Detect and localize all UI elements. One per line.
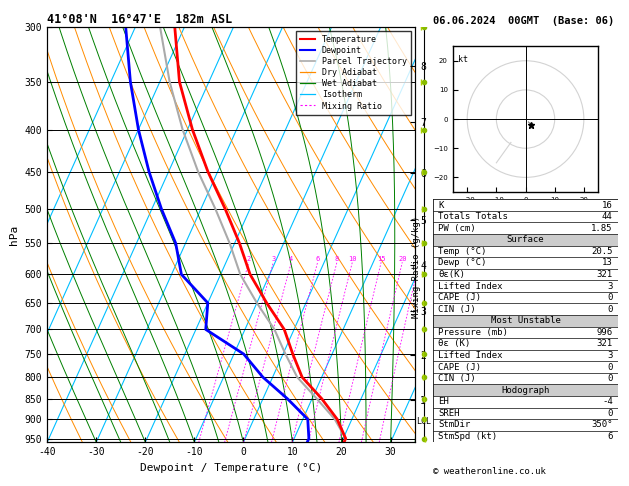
Bar xyxy=(433,431,618,442)
Bar xyxy=(433,350,618,361)
Text: 6: 6 xyxy=(608,432,613,441)
Text: CIN (J): CIN (J) xyxy=(438,305,476,313)
Text: Surface: Surface xyxy=(507,235,544,244)
Text: PW (cm): PW (cm) xyxy=(438,224,476,233)
Text: 8: 8 xyxy=(335,256,339,262)
Bar xyxy=(433,396,618,408)
Text: θε(K): θε(K) xyxy=(438,270,465,279)
Text: K: K xyxy=(438,201,443,209)
Bar xyxy=(433,327,618,338)
Text: -4: -4 xyxy=(602,397,613,406)
Text: CAPE (J): CAPE (J) xyxy=(438,293,481,302)
Bar xyxy=(433,384,618,396)
Bar xyxy=(433,408,618,419)
Y-axis label: hPa: hPa xyxy=(9,225,19,244)
Text: 41°08'N  16°47'E  182m ASL: 41°08'N 16°47'E 182m ASL xyxy=(47,13,233,26)
Text: Most Unstable: Most Unstable xyxy=(491,316,560,325)
Bar xyxy=(433,315,618,327)
Text: 3: 3 xyxy=(271,256,276,262)
Text: Pressure (mb): Pressure (mb) xyxy=(438,328,508,337)
Text: θε (K): θε (K) xyxy=(438,339,470,348)
Text: 321: 321 xyxy=(597,270,613,279)
Text: 10: 10 xyxy=(348,256,357,262)
Text: 0: 0 xyxy=(608,363,613,371)
Text: kt: kt xyxy=(459,55,469,64)
Text: 20.5: 20.5 xyxy=(591,247,613,256)
Text: CAPE (J): CAPE (J) xyxy=(438,363,481,371)
Text: StmDir: StmDir xyxy=(438,420,470,430)
Bar xyxy=(433,234,618,245)
Text: 996: 996 xyxy=(597,328,613,337)
Bar xyxy=(433,223,618,234)
Text: SREH: SREH xyxy=(438,409,460,418)
Bar xyxy=(433,361,618,373)
Bar xyxy=(433,257,618,269)
Bar xyxy=(433,245,618,257)
Bar xyxy=(433,373,618,384)
Text: 350°: 350° xyxy=(591,420,613,430)
Text: 16: 16 xyxy=(602,201,613,209)
Text: 15: 15 xyxy=(377,256,386,262)
Text: 3: 3 xyxy=(608,351,613,360)
Text: 4: 4 xyxy=(289,256,293,262)
Text: 44: 44 xyxy=(602,212,613,221)
Text: 0: 0 xyxy=(608,305,613,313)
Bar xyxy=(433,303,618,315)
X-axis label: Dewpoint / Temperature (°C): Dewpoint / Temperature (°C) xyxy=(140,463,322,473)
Text: EH: EH xyxy=(438,397,449,406)
Text: LCL: LCL xyxy=(416,417,431,426)
Text: © weatheronline.co.uk: © weatheronline.co.uk xyxy=(433,467,545,476)
Y-axis label: km
ASL: km ASL xyxy=(437,235,454,256)
Text: 06.06.2024  00GMT  (Base: 06): 06.06.2024 00GMT (Base: 06) xyxy=(433,16,614,26)
Text: Mixing Ratio (g/kg): Mixing Ratio (g/kg) xyxy=(412,216,421,318)
Text: Hodograph: Hodograph xyxy=(501,386,550,395)
Bar xyxy=(433,211,618,223)
Text: 321: 321 xyxy=(597,339,613,348)
Text: CIN (J): CIN (J) xyxy=(438,374,476,383)
Text: Lifted Index: Lifted Index xyxy=(438,351,503,360)
Text: 0: 0 xyxy=(608,374,613,383)
Text: 1.85: 1.85 xyxy=(591,224,613,233)
Bar xyxy=(433,280,618,292)
Text: 0: 0 xyxy=(608,409,613,418)
Bar xyxy=(433,419,618,431)
Text: Dewp (°C): Dewp (°C) xyxy=(438,259,487,267)
Bar xyxy=(433,338,618,350)
Text: Lifted Index: Lifted Index xyxy=(438,281,503,291)
Text: 6: 6 xyxy=(316,256,320,262)
Text: 20: 20 xyxy=(398,256,406,262)
Text: 13: 13 xyxy=(602,259,613,267)
Bar xyxy=(433,199,618,211)
Text: 3: 3 xyxy=(608,281,613,291)
Bar xyxy=(433,292,618,303)
Text: 0: 0 xyxy=(608,293,613,302)
Bar xyxy=(433,269,618,280)
Text: Totals Totals: Totals Totals xyxy=(438,212,508,221)
Legend: Temperature, Dewpoint, Parcel Trajectory, Dry Adiabat, Wet Adiabat, Isotherm, Mi: Temperature, Dewpoint, Parcel Trajectory… xyxy=(296,31,411,115)
Text: 2: 2 xyxy=(247,256,251,262)
Text: Temp (°C): Temp (°C) xyxy=(438,247,487,256)
Text: StmSpd (kt): StmSpd (kt) xyxy=(438,432,498,441)
